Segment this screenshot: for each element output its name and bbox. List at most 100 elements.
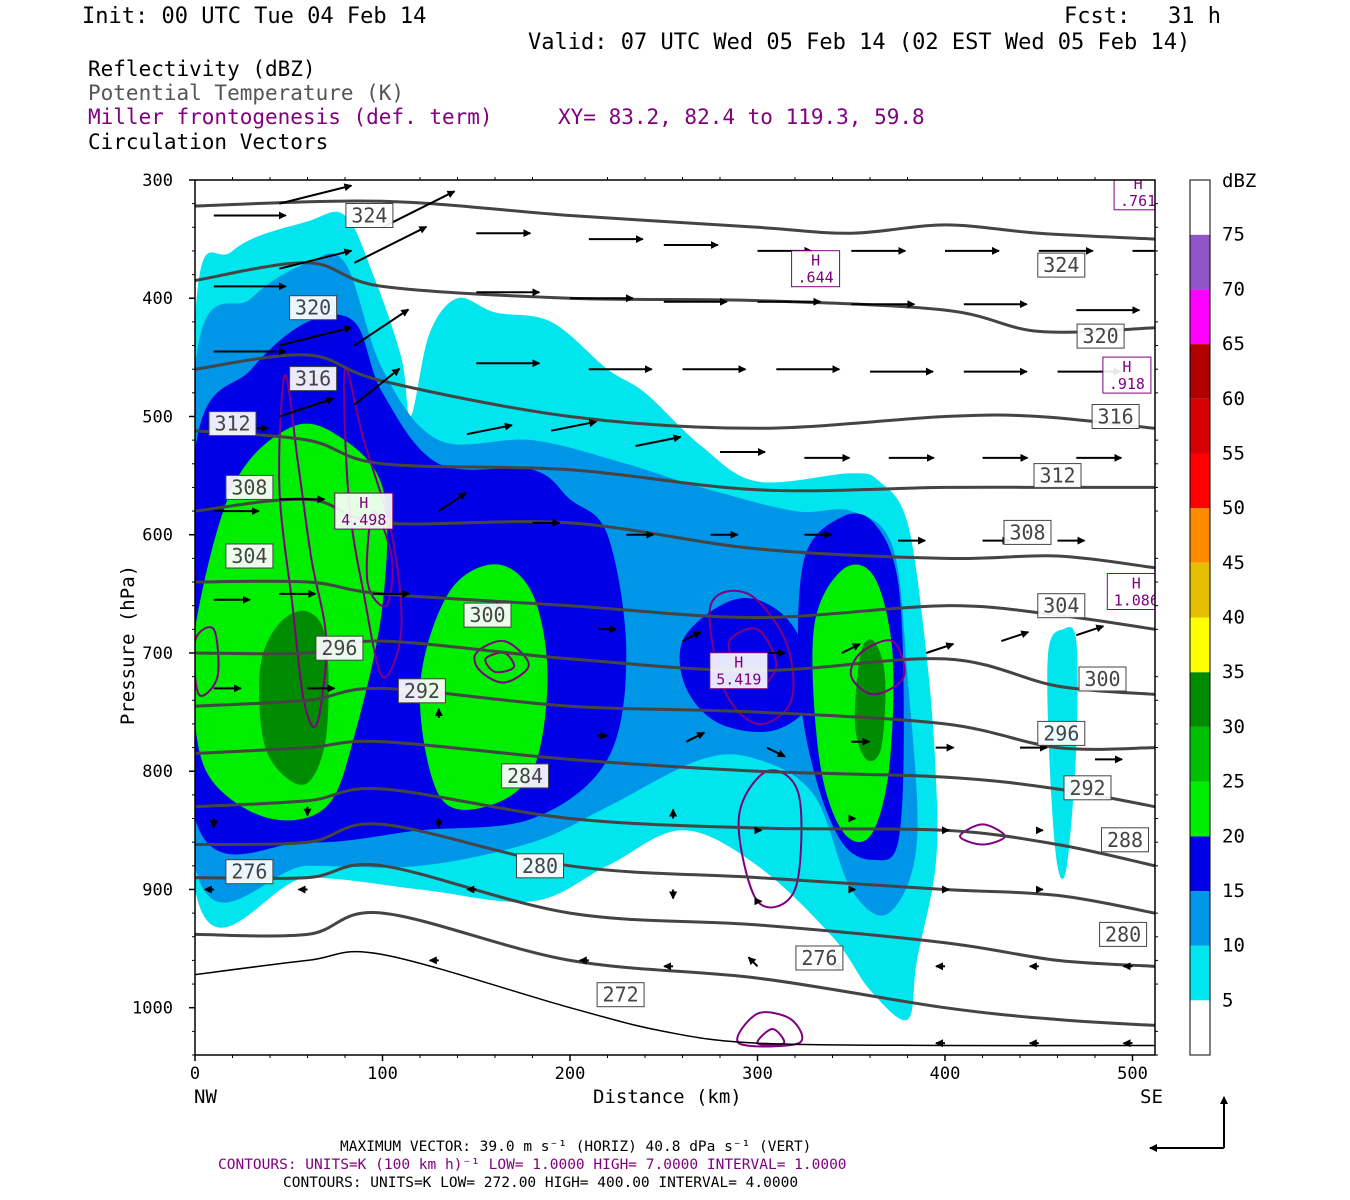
theta-label-box [1099, 921, 1148, 947]
circulation-vector [841, 643, 861, 654]
colorbar-tick-label: 60 [1222, 388, 1245, 410]
colorbar-swatch [1190, 180, 1210, 235]
frontogenesis-max-value: 1.086 [1114, 592, 1159, 610]
colorbar-swatch [1190, 453, 1210, 509]
frontogenesis-max-h: H [1132, 575, 1141, 593]
theta-label-box [225, 543, 274, 569]
forecast-hour: 31 h [1168, 4, 1221, 29]
frontogenesis-contour [756, 1027, 786, 1046]
theta-contour-288 [195, 787, 1155, 868]
theta-label: 280 [522, 854, 558, 878]
theta-contour-312 [195, 429, 1155, 493]
theta-label-box [1091, 404, 1140, 429]
theta-label: 284 [507, 764, 543, 788]
x-axis-right-end: SE [1140, 1086, 1163, 1108]
theta-label-box [225, 859, 274, 885]
frontogenesis-contour [473, 639, 530, 684]
theta-label-box [795, 945, 844, 971]
circulation-vector [354, 180, 357, 181]
colorbar-swatch [1190, 289, 1210, 345]
legend-reflectivity: Reflectivity (dBZ) [88, 57, 316, 81]
theta-contour-280 [195, 863, 1155, 968]
theta-label-box [1037, 593, 1086, 619]
colorbar-tick-label: 5 [1222, 989, 1233, 1011]
theta-contour-316 [195, 353, 1155, 430]
colorbar-tick-label: 50 [1222, 497, 1245, 519]
theta-label-box [1033, 463, 1082, 489]
legend-frontogenesis: Miller frontogenesis (def. term) [88, 105, 493, 129]
x-tick-label: 400 [930, 1064, 961, 1084]
frontogenesis-max-value: 5.419 [716, 671, 761, 689]
y-axis-title: Pressure (hPa) [117, 564, 139, 726]
circulation-vector [382, 190, 456, 229]
x-tick-label: 100 [367, 1064, 398, 1084]
circulation-vector [466, 422, 513, 436]
circulation-vector [682, 631, 702, 642]
colorbar-tick-label: 45 [1222, 552, 1245, 574]
frontogenesis-max-box [1102, 356, 1152, 394]
y-tick-label: 800 [142, 762, 173, 782]
colorbar-swatch [1190, 781, 1210, 837]
colorbar-swatch [1190, 398, 1210, 454]
y-tick-label: 700 [142, 644, 173, 664]
footer-fronto-contours: CONTOURS: UNITS=K (100 km h)⁻¹ LOW= 1.00… [218, 1157, 847, 1173]
theta-label-box [1076, 323, 1125, 349]
theta-label-box [208, 411, 257, 437]
theta-label: 276 [801, 946, 837, 970]
theta-label-box [1063, 775, 1112, 801]
y-tick-label: 600 [142, 526, 173, 546]
footer-theta-contours: CONTOURS: UNITS=K LOW= 272.00 HIGH= 400.… [283, 1175, 799, 1191]
colorbar-tick-label: 55 [1222, 442, 1245, 464]
cross-section-endpoints: XY= 83.2, 82.4 to 119.3, 59.8 [558, 105, 925, 129]
reflectivity-cell-30dbz [854, 639, 886, 762]
colorbar-swatch [1190, 726, 1210, 782]
theta-label: 304 [231, 544, 267, 568]
colorbar-swatch [1190, 234, 1210, 290]
frontogenesis-max-box [709, 652, 769, 690]
frontogenesis-max-box [334, 492, 394, 530]
circulation-vector [353, 308, 410, 347]
circulation-vector [551, 419, 598, 432]
valid-time: Valid: 07 UTC Wed 05 Feb 14 (02 EST Wed … [528, 30, 1191, 55]
circulation-vector [635, 434, 682, 447]
circulation-vector [279, 248, 353, 270]
frontogenesis-max-h: H [1134, 175, 1143, 193]
colorbar-tick-label: 15 [1222, 880, 1245, 902]
init-time: Init: 00 UTC Tue 04 Feb 14 [82, 4, 427, 29]
circulation-vector [685, 731, 706, 743]
frontogenesis-contour [278, 374, 328, 729]
theta-label: 304 [1043, 594, 1079, 618]
circulation-vector [925, 642, 955, 654]
theta-label-box [1078, 666, 1127, 692]
theta-label: 312 [1039, 464, 1075, 488]
plot-frame [194, 179, 1156, 1056]
theta-label-box [1003, 519, 1052, 545]
theta-contour-276 [195, 911, 1155, 1027]
theta-label: 316 [1098, 405, 1134, 429]
x-axis-left-end: NW [194, 1086, 217, 1108]
theta-label-box [1101, 827, 1149, 853]
theta-label-box [289, 366, 338, 392]
colorbar-swatch [1190, 344, 1210, 399]
theta-label: 324 [1043, 253, 1079, 277]
theta-label-box [345, 203, 394, 228]
theta-label: 272 [603, 983, 639, 1007]
colorbar-tick-label: 25 [1222, 771, 1245, 793]
theta-label: 280 [1105, 922, 1141, 946]
theta-label: 292 [1069, 776, 1105, 800]
theta-label-box [289, 295, 338, 321]
theta-label: 308 [1009, 520, 1045, 544]
theta-contour-296 [195, 686, 1155, 751]
legend-vectors: Circulation Vectors [88, 130, 329, 154]
frontogenesis-max-box [1113, 180, 1155, 211]
forecast-label: Fcst: [1064, 4, 1131, 29]
theta-label-box [225, 474, 274, 500]
theta-contour-284 [195, 822, 1155, 915]
x-tick-label: 200 [555, 1064, 586, 1084]
y-tick-label: 300 [142, 171, 173, 191]
y-tick-label: 400 [142, 289, 173, 309]
theta-label-box [397, 678, 446, 704]
theta-label: 312 [214, 412, 250, 436]
theta-label-box [1037, 720, 1086, 746]
theta-label-box [1037, 252, 1086, 278]
